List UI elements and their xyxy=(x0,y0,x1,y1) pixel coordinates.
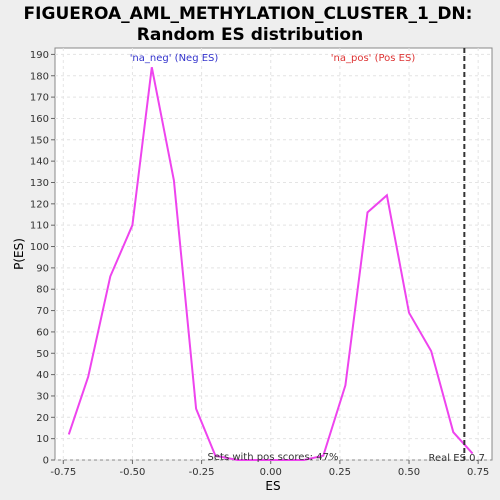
y-tick-label: 10 xyxy=(36,434,49,445)
plot-area xyxy=(54,47,493,461)
chart-title-line2: Random ES distribution xyxy=(137,25,363,45)
x-tick-label: 0.00 xyxy=(260,467,282,478)
x-tick-label: -0.75 xyxy=(50,467,76,478)
y-tick-label: 180 xyxy=(30,71,49,82)
y-tick-label: 20 xyxy=(36,413,49,424)
x-tick-label: -0.25 xyxy=(189,467,215,478)
y-tick-label: 150 xyxy=(30,135,49,146)
pos-es-label: 'na_pos' (Pos ES) xyxy=(331,53,416,64)
y-axis-label: P(ES) xyxy=(12,238,26,270)
y-tick-label: 170 xyxy=(30,93,49,104)
x-tick-label: 0.50 xyxy=(398,467,420,478)
neg-es-label: 'na_neg' (Neg ES) xyxy=(130,53,219,64)
sets-pos-scores-label: Sets with pos scores: 47% xyxy=(208,452,339,463)
x-tick-label: 0.75 xyxy=(467,467,489,478)
y-tick-label: 70 xyxy=(36,306,49,317)
real-es-label: Real ES 0.7 xyxy=(429,453,485,464)
y-tick-label: 190 xyxy=(30,50,49,61)
y-tick-label: 0 xyxy=(43,456,49,467)
y-tick-label: 60 xyxy=(36,327,49,338)
y-tick-label: 160 xyxy=(30,114,49,125)
y-tick-label: 120 xyxy=(30,199,49,210)
y-tick-label: 110 xyxy=(30,221,49,232)
es-distribution-line xyxy=(67,67,474,461)
y-tick-label: 130 xyxy=(30,178,49,189)
chart-title-line1: FIGUEROA_AML_METHYLATION_CLUSTER_1_DN: xyxy=(24,4,473,24)
grid xyxy=(55,48,492,461)
y-tick-label: 40 xyxy=(36,370,49,381)
x-axis-label: ES xyxy=(265,479,280,493)
y-tick-label: 90 xyxy=(36,263,49,274)
x-tick-label: -0.50 xyxy=(120,467,146,478)
y-axis: 0 10 20 30 40 50 60 70 80 90 100 110 120 130 140 150 160… xyxy=(30,50,55,467)
x-tick-label: 0.25 xyxy=(329,467,351,478)
y-tick-label: 80 xyxy=(36,285,49,296)
y-tick-label: 100 xyxy=(30,242,49,253)
y-tick-label: 30 xyxy=(36,391,49,402)
y-tick-label: 50 xyxy=(36,349,49,360)
y-tick-label: 140 xyxy=(30,157,49,168)
